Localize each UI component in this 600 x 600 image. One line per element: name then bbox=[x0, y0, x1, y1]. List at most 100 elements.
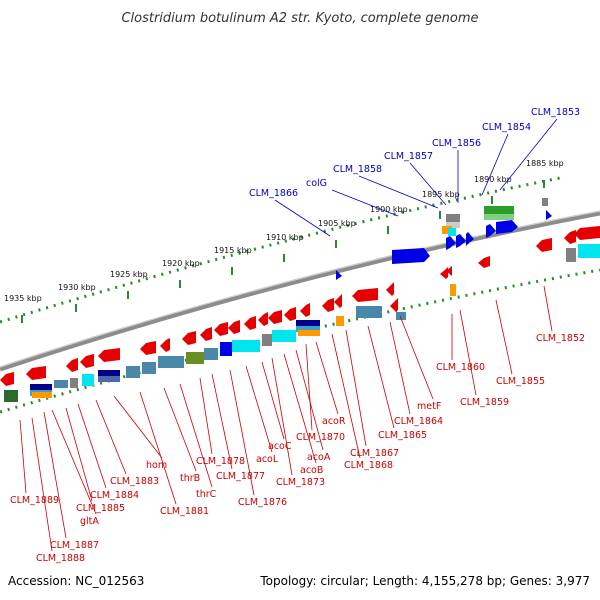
reverse-gene[interactable] bbox=[440, 267, 448, 279]
scale-tick-label: 1935 kbp bbox=[4, 294, 42, 303]
reverse-gene[interactable] bbox=[0, 372, 14, 386]
gene-label[interactable]: acoC bbox=[268, 441, 292, 452]
reverse-gene[interactable] bbox=[26, 366, 46, 380]
reverse-gene[interactable] bbox=[182, 331, 196, 345]
label-leader bbox=[459, 309, 477, 396]
reverse-gene[interactable] bbox=[352, 288, 378, 302]
gene-label[interactable]: CLM_1888 bbox=[36, 553, 85, 564]
forward-gene[interactable] bbox=[466, 232, 474, 246]
gene-label[interactable]: CLM_1864 bbox=[394, 416, 443, 427]
gene-label[interactable]: hom bbox=[146, 460, 167, 471]
feature-block bbox=[54, 380, 68, 388]
label-leader bbox=[113, 395, 163, 459]
reverse-gene[interactable] bbox=[98, 348, 120, 362]
gene-label[interactable]: CLM_1873 bbox=[276, 477, 325, 488]
reverse-gene[interactable] bbox=[284, 307, 296, 321]
feature-block bbox=[442, 226, 452, 234]
reverse-gene[interactable] bbox=[574, 226, 600, 240]
label-leader bbox=[358, 175, 439, 209]
label-leader bbox=[274, 199, 331, 237]
feature-block bbox=[296, 320, 320, 326]
gene-label[interactable]: CLM_1858 bbox=[333, 164, 382, 175]
gene-label[interactable]: colG bbox=[306, 178, 327, 189]
reverse-gene[interactable] bbox=[228, 320, 240, 334]
reverse-gene[interactable] bbox=[386, 282, 394, 296]
reverse-gene[interactable] bbox=[258, 312, 268, 326]
reverse-gene[interactable] bbox=[564, 230, 576, 244]
gene-label[interactable]: metF bbox=[417, 401, 441, 412]
gene-label[interactable]: CLM_1852 bbox=[536, 333, 585, 344]
forward-gene[interactable] bbox=[336, 270, 342, 280]
gene-label[interactable]: thrB bbox=[180, 473, 200, 484]
reverse-gene[interactable] bbox=[300, 303, 310, 317]
gene-label[interactable]: thrC bbox=[196, 489, 217, 500]
scale-tick-label: 1900 kbp bbox=[370, 205, 408, 214]
gene-label[interactable]: CLM_1856 bbox=[432, 138, 481, 149]
gene-label[interactable]: CLM_1854 bbox=[482, 122, 531, 133]
label-leader bbox=[95, 399, 127, 475]
label-leader bbox=[271, 357, 293, 476]
scale-tick-label: 1905 kbp bbox=[318, 219, 356, 228]
reverse-gene[interactable] bbox=[214, 322, 228, 336]
gene-label[interactable]: gltA bbox=[80, 516, 99, 527]
gene-label[interactable]: CLM_1853 bbox=[531, 107, 580, 118]
gene-label[interactable]: CLM_1866 bbox=[249, 188, 298, 199]
gene-label[interactable]: CLM_1883 bbox=[110, 476, 159, 487]
reverse-gene[interactable] bbox=[478, 256, 490, 268]
gene-label[interactable]: acoA bbox=[307, 452, 331, 463]
forward-gene[interactable] bbox=[496, 220, 518, 234]
forward-gene[interactable] bbox=[456, 234, 466, 248]
label-leader bbox=[31, 417, 53, 552]
forward-gene[interactable] bbox=[546, 210, 552, 220]
reverse-gene[interactable] bbox=[66, 358, 78, 372]
gene-label[interactable]: CLM_1889 bbox=[10, 495, 59, 506]
reverse-gene[interactable] bbox=[268, 310, 282, 324]
gene-label[interactable]: acoB bbox=[300, 465, 323, 476]
forward-gene[interactable] bbox=[392, 248, 430, 264]
feature-block bbox=[232, 340, 260, 352]
gene-label[interactable]: CLM_1860 bbox=[436, 362, 485, 373]
gene-label[interactable]: CLM_1859 bbox=[460, 397, 509, 408]
reverse-gene[interactable] bbox=[536, 238, 552, 252]
gene-label[interactable]: CLM_1876 bbox=[238, 497, 287, 508]
label-leader bbox=[211, 373, 233, 470]
gene-label[interactable]: CLM_1884 bbox=[90, 490, 139, 501]
gene-label[interactable]: CLM_1881 bbox=[160, 506, 209, 517]
reverse-gene[interactable] bbox=[334, 294, 342, 308]
feature-block bbox=[4, 390, 18, 402]
topology-text: Topology: circular; Length: 4,155,278 bp… bbox=[260, 574, 590, 588]
gene-label[interactable]: acoR bbox=[322, 416, 346, 427]
feature-block bbox=[484, 214, 514, 220]
reverse-gene[interactable] bbox=[446, 264, 452, 276]
reverse-gene[interactable] bbox=[390, 298, 398, 312]
gene-label[interactable]: CLM_1855 bbox=[496, 376, 545, 387]
feature-block bbox=[70, 378, 78, 388]
feature-block bbox=[126, 366, 140, 378]
gene-label[interactable]: CLM_1865 bbox=[378, 430, 427, 441]
gene-label[interactable]: CLM_1867 bbox=[350, 448, 399, 459]
feature-block bbox=[446, 222, 460, 228]
reverse-gene[interactable] bbox=[160, 338, 170, 352]
accession-text: Accession: NC_012563 bbox=[8, 574, 145, 588]
reverse-gene[interactable] bbox=[80, 354, 94, 368]
feature-block bbox=[98, 370, 120, 376]
reverse-gene[interactable] bbox=[200, 327, 212, 341]
gene-label[interactable]: CLM_1868 bbox=[344, 460, 393, 471]
gene-label[interactable]: CLM_1870 bbox=[296, 432, 345, 443]
scale-tick-label: 1915 kbp bbox=[214, 246, 252, 255]
reverse-gene[interactable] bbox=[244, 316, 256, 330]
gene-label[interactable]: acoL bbox=[256, 454, 279, 465]
gene-label[interactable]: CLM_1857 bbox=[384, 151, 433, 162]
forward-gene[interactable] bbox=[446, 236, 456, 250]
gene-label[interactable]: CLM_1877 bbox=[216, 471, 265, 482]
feature-block bbox=[98, 376, 120, 382]
feature-block bbox=[484, 206, 514, 214]
reverse-gene[interactable] bbox=[322, 298, 334, 312]
feature-block bbox=[272, 330, 296, 342]
gene-label[interactable]: CLM_1887 bbox=[50, 540, 99, 551]
gene-features bbox=[0, 198, 600, 402]
gene-label[interactable]: CLM_1878 bbox=[196, 456, 245, 467]
reverse-gene[interactable] bbox=[140, 341, 156, 355]
forward-gene[interactable] bbox=[486, 224, 496, 238]
gene-label[interactable]: CLM_1885 bbox=[76, 503, 125, 514]
